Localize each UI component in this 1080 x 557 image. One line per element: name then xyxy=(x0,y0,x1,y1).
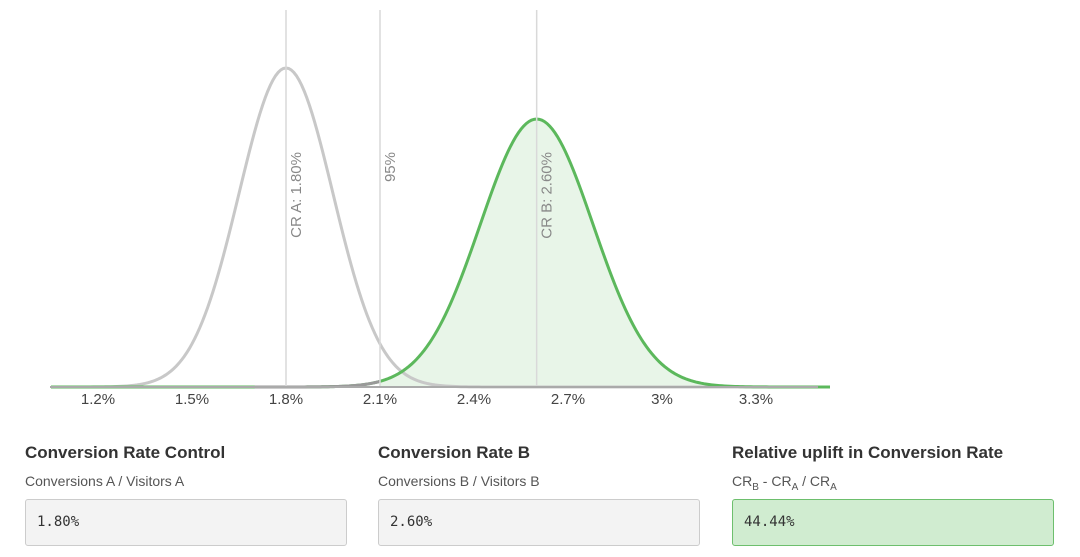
x-tick-label: 2.1% xyxy=(363,391,397,408)
x-tick-label: 1.8% xyxy=(269,391,303,408)
uplift-formula: CRB - CRA / CRA xyxy=(732,473,837,493)
variant-metric-panel: Conversion Rate B Conversions B / Visito… xyxy=(378,443,700,546)
uplift-value-field[interactable]: 44.44% xyxy=(732,499,1054,546)
x-tick-label: 3.3% xyxy=(739,391,773,408)
distribution-chart: CR A: 1.80% 95% CR B: 2.60% 1.2% 1.5% 1.8% 2.… xyxy=(50,10,830,408)
x-tick-label: 2.4% xyxy=(457,391,491,408)
cr-b-confidence-area xyxy=(380,119,830,387)
reference-line-label-0: CR A: 1.80% xyxy=(288,152,305,238)
uplift-title: Relative uplift in Conversion Rate xyxy=(732,443,1004,462)
control-subtitle: Conversions A / Visitors A xyxy=(25,473,185,489)
x-tick-label: 1.2% xyxy=(81,391,115,408)
variant-value-field[interactable]: 2.60% xyxy=(378,499,700,546)
reference-line-label-1: 95% xyxy=(382,152,399,182)
variant-subtitle: Conversions B / Visitors B xyxy=(378,473,540,489)
x-tick-label: 1.5% xyxy=(175,391,209,408)
control-title: Conversion Rate Control xyxy=(25,443,226,462)
uplift-metric-panel: Relative uplift in Conversion Rate CRB -… xyxy=(732,443,1054,546)
control-value-field[interactable]: 1.80% xyxy=(25,499,347,546)
x-tick-label: 3% xyxy=(651,391,673,408)
variant-title: Conversion Rate B xyxy=(378,443,531,462)
control-metric-panel: Conversion Rate Control Conversions A / … xyxy=(25,443,347,546)
x-tick-label: 2.7% xyxy=(551,391,585,408)
reference-line-label-2: CR B: 2.60% xyxy=(539,152,556,239)
